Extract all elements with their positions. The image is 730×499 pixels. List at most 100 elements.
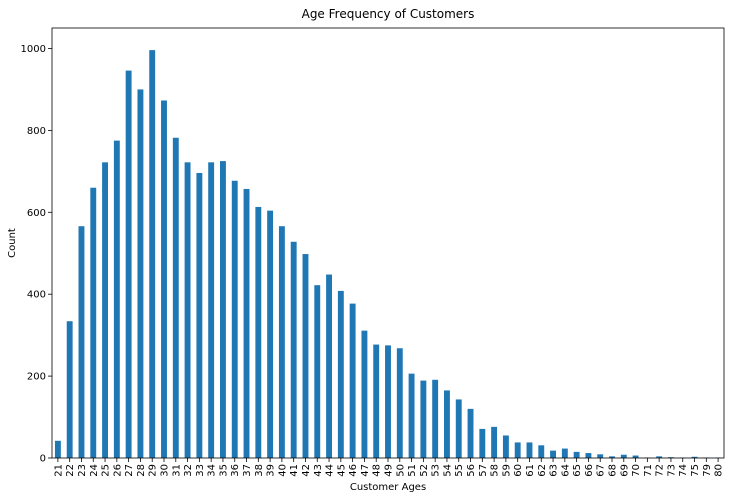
y-tick-label: 1000 (21, 44, 46, 55)
x-tick-label: 79 (702, 464, 713, 477)
x-tick-label: 43 (313, 464, 324, 477)
plot-frame (51, 27, 725, 459)
chart-title: Age Frequency of Customers (302, 7, 475, 21)
x-tick-label: 29 (148, 464, 159, 477)
x-tick-label: 72 (655, 464, 666, 477)
bar-age-56 (467, 408, 474, 458)
bar-age-46 (349, 303, 356, 458)
bar-age-32 (184, 162, 191, 459)
bar-age-68 (609, 456, 615, 458)
x-tick-label: 49 (384, 464, 395, 477)
x-tick-label: 66 (584, 464, 595, 477)
x-tick-label: 40 (277, 464, 288, 477)
x-tick-label: 74 (678, 464, 689, 477)
bar-age-50 (396, 348, 403, 458)
bar-age-67 (597, 454, 604, 458)
bar-age-44 (326, 274, 332, 458)
y-tick-label: 800 (27, 126, 46, 137)
bar-age-36 (231, 180, 238, 458)
bar-age-72 (656, 456, 663, 458)
bar-age-21 (54, 440, 61, 458)
x-tick-label: 51 (407, 464, 418, 477)
x-tick-label: 22 (65, 464, 76, 477)
x-tick-label: 26 (112, 464, 123, 477)
bar-age-73 (668, 457, 674, 458)
x-tick-label: 48 (372, 464, 383, 477)
x-tick-label: 23 (77, 464, 88, 477)
bar-age-75 (691, 456, 698, 458)
x-tick-label: 62 (537, 464, 548, 477)
x-tick-label: 37 (242, 464, 253, 477)
x-tick-label: 42 (301, 464, 312, 477)
x-tick-label: 27 (124, 464, 135, 477)
x-tick-label: 32 (183, 464, 194, 477)
x-tick-label: 70 (631, 464, 642, 477)
bar-age-41 (290, 241, 297, 458)
x-tick-label: 52 (419, 464, 430, 477)
y-axis-label: Count (7, 228, 18, 258)
bar-age-47 (361, 330, 368, 458)
x-tick-label: 57 (478, 464, 489, 477)
x-tick-label: 80 (714, 464, 725, 477)
bar-age-55 (455, 399, 462, 458)
x-tick-label: 31 (171, 464, 182, 477)
bar-age-51 (408, 373, 415, 458)
x-tick-label: 55 (454, 464, 465, 477)
bar-age-37 (243, 188, 250, 458)
bar-age-61 (526, 442, 533, 458)
x-tick-label: 36 (230, 464, 241, 477)
bar-age-39 (267, 210, 274, 458)
bar-age-23 (78, 226, 85, 458)
x-tick-label: 46 (348, 464, 359, 477)
bar-age-26 (113, 140, 120, 458)
bar-age-49 (385, 345, 391, 458)
x-tick-label: 39 (266, 464, 277, 477)
x-tick-label: 21 (53, 464, 64, 477)
x-tick-label: 67 (596, 464, 607, 477)
bar-age-27 (125, 70, 132, 458)
bar-age-70 (632, 455, 639, 458)
x-tick-label: 61 (525, 464, 536, 477)
x-tick-label: 44 (325, 464, 336, 477)
bar-age-30 (161, 100, 167, 458)
bar-age-69 (620, 454, 627, 458)
bar-age-40 (278, 226, 285, 458)
bar-age-60 (514, 442, 521, 458)
x-tick-label: 71 (643, 464, 654, 477)
x-tick-label: 24 (89, 464, 100, 477)
x-tick-label: 47 (360, 464, 371, 477)
x-tick-label: 41 (289, 464, 300, 477)
bar-age-31 (172, 137, 179, 458)
x-tick-label: 69 (619, 464, 630, 477)
bars (54, 50, 722, 459)
bar-age-63 (550, 450, 556, 458)
x-tick-label: 33 (195, 464, 206, 477)
bar-age-53 (432, 379, 439, 458)
bar-age-35 (220, 161, 226, 458)
bar-age-24 (90, 187, 97, 458)
bar-age-48 (373, 344, 380, 458)
bar-age-42 (302, 254, 309, 458)
bar-age-58 (491, 426, 498, 458)
x-axis: 21 22 23 24 25 26 27 28 29 30 31 32 33 34 35 36 37 38 39 40… (53, 458, 725, 477)
bar-age-57 (479, 428, 486, 458)
x-tick-label: 59 (501, 464, 512, 477)
y-tick-label: 600 (27, 208, 46, 219)
bar-age-59 (502, 435, 509, 458)
bar-age-43 (314, 285, 321, 458)
x-tick-label: 65 (572, 464, 583, 477)
x-tick-label: 50 (395, 464, 406, 477)
x-tick-label: 25 (101, 464, 112, 477)
bar-age-38 (255, 206, 262, 458)
x-tick-label: 68 (608, 464, 619, 477)
bar-age-62 (538, 445, 545, 458)
x-tick-label: 38 (254, 464, 265, 477)
bar-age-54 (444, 390, 450, 458)
bar-age-25 (102, 162, 108, 459)
y-tick-label: 200 (27, 372, 46, 383)
bar-age-33 (196, 172, 203, 458)
bar-age-28 (137, 89, 144, 458)
bar-age-34 (208, 162, 215, 459)
bar-age-22 (66, 321, 73, 458)
